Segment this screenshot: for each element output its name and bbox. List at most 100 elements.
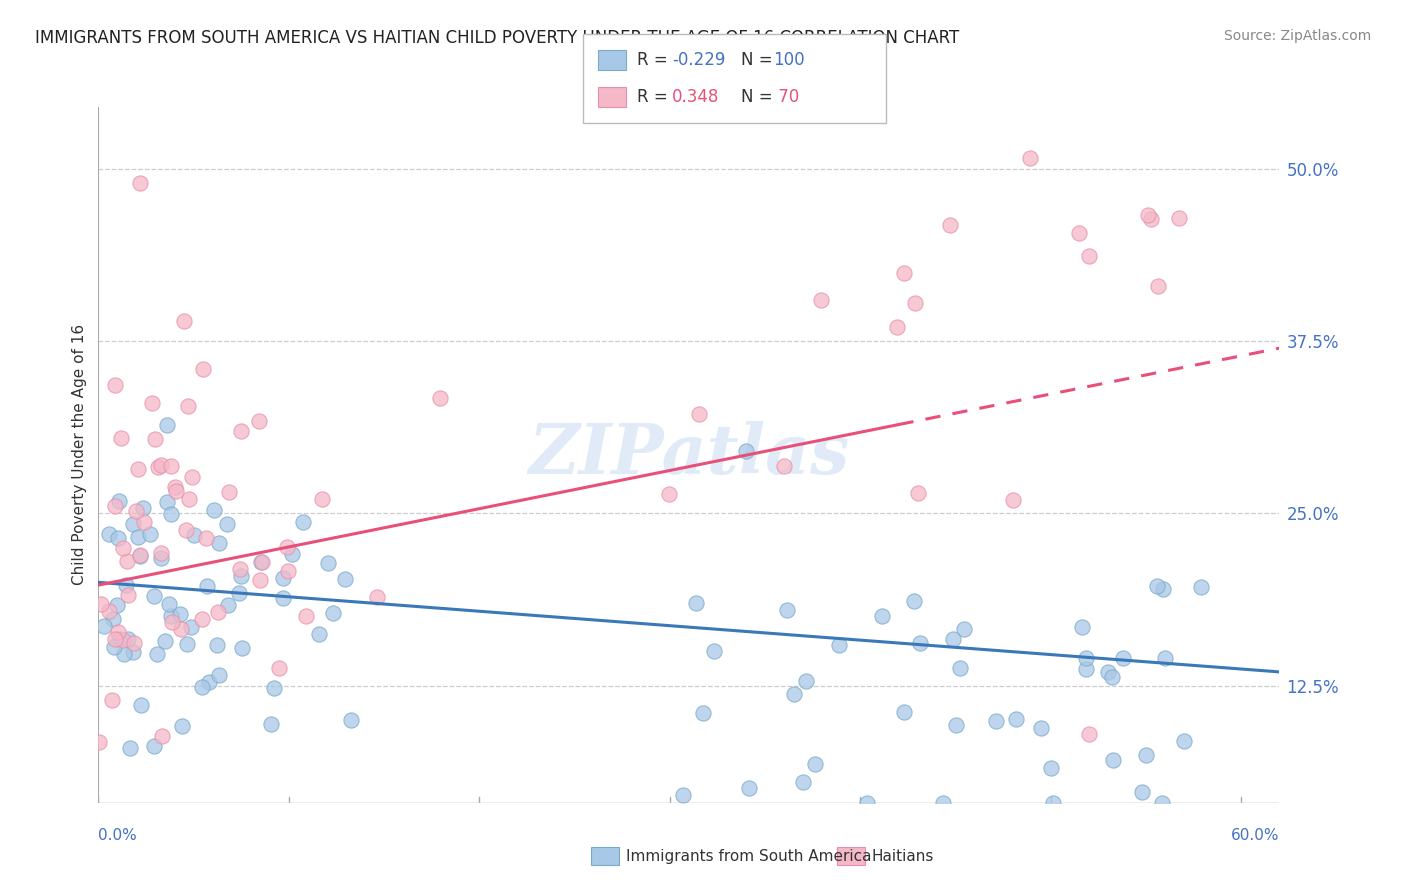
Point [1112, 650, 1135, 665]
Point [776, 603, 799, 617]
Point [810, 293, 832, 308]
Point [97, 604, 120, 618]
Point [117, 588, 139, 602]
Point [1076, 651, 1098, 665]
Point [1001, 492, 1024, 507]
Point [148, 460, 170, 475]
Point [855, 796, 877, 810]
Text: Source: ZipAtlas.com: Source: ZipAtlas.com [1223, 29, 1371, 43]
Point [1147, 278, 1170, 293]
Point [207, 638, 229, 652]
Point [1070, 620, 1092, 634]
Point [1067, 226, 1090, 240]
Text: N =: N = [741, 88, 778, 106]
Point [828, 638, 851, 652]
Point [886, 320, 908, 334]
Point [908, 636, 931, 650]
Point [160, 609, 183, 624]
Point [202, 503, 225, 517]
Point [120, 741, 142, 756]
Point [129, 549, 152, 563]
Point [183, 528, 205, 542]
Point [1189, 580, 1212, 594]
Point [1140, 212, 1163, 227]
Point [115, 554, 138, 568]
Point [112, 541, 135, 555]
Point [271, 571, 294, 585]
Point [90, 597, 112, 611]
Point [316, 557, 339, 571]
Point [945, 718, 967, 732]
Point [340, 713, 363, 727]
Point [1101, 753, 1123, 767]
Point [180, 469, 202, 483]
Text: 0.348: 0.348 [672, 88, 720, 106]
Point [366, 590, 388, 604]
Point [1019, 151, 1042, 165]
Point [149, 458, 172, 472]
Point [180, 620, 202, 634]
Point [176, 637, 198, 651]
Point [986, 714, 1008, 728]
Point [291, 515, 314, 529]
Point [277, 564, 299, 578]
Point [804, 757, 827, 772]
Point [939, 218, 962, 232]
Point [122, 516, 145, 531]
Point [217, 599, 239, 613]
Point [208, 535, 231, 549]
Point [1152, 582, 1174, 596]
Point [893, 266, 915, 280]
Point [107, 531, 129, 545]
Point [153, 634, 176, 648]
Point [1039, 761, 1062, 775]
Point [197, 674, 219, 689]
Point [671, 788, 693, 802]
Point [159, 507, 181, 521]
Point [1130, 785, 1153, 799]
Point [173, 313, 195, 327]
Text: 0.0%: 0.0% [98, 829, 138, 843]
Point [1150, 796, 1173, 810]
Point [139, 527, 162, 541]
Point [169, 607, 191, 621]
Point [125, 504, 148, 518]
Point [218, 485, 240, 500]
Point [893, 705, 915, 719]
Point [249, 573, 271, 587]
Point [783, 687, 806, 701]
Point [104, 377, 127, 392]
Point [333, 573, 356, 587]
Point [179, 492, 201, 507]
Point [217, 516, 239, 531]
Point [169, 622, 191, 636]
Point [229, 568, 252, 582]
Point [1029, 722, 1052, 736]
Point [735, 444, 758, 458]
Point [207, 606, 229, 620]
Point [247, 414, 270, 428]
Point [907, 485, 929, 500]
Point [101, 612, 124, 626]
Point [1135, 747, 1157, 762]
Point [276, 540, 298, 554]
Point [131, 698, 153, 713]
Point [703, 644, 725, 658]
Y-axis label: Child Poverty Under the Age of 16: Child Poverty Under the Age of 16 [72, 325, 87, 585]
Point [208, 667, 231, 681]
Point [1101, 670, 1123, 684]
Point [953, 622, 976, 636]
Point [295, 608, 318, 623]
Point [127, 462, 149, 476]
Point [311, 492, 333, 507]
Point [195, 532, 218, 546]
Text: Haitians: Haitians [872, 849, 934, 863]
Point [100, 693, 122, 707]
Point [1168, 211, 1191, 225]
Point [1137, 208, 1160, 222]
Point [145, 433, 167, 447]
Text: Immigrants from South America: Immigrants from South America [626, 849, 872, 863]
Point [112, 647, 135, 661]
Point [108, 494, 131, 508]
Text: N =: N = [741, 51, 778, 69]
